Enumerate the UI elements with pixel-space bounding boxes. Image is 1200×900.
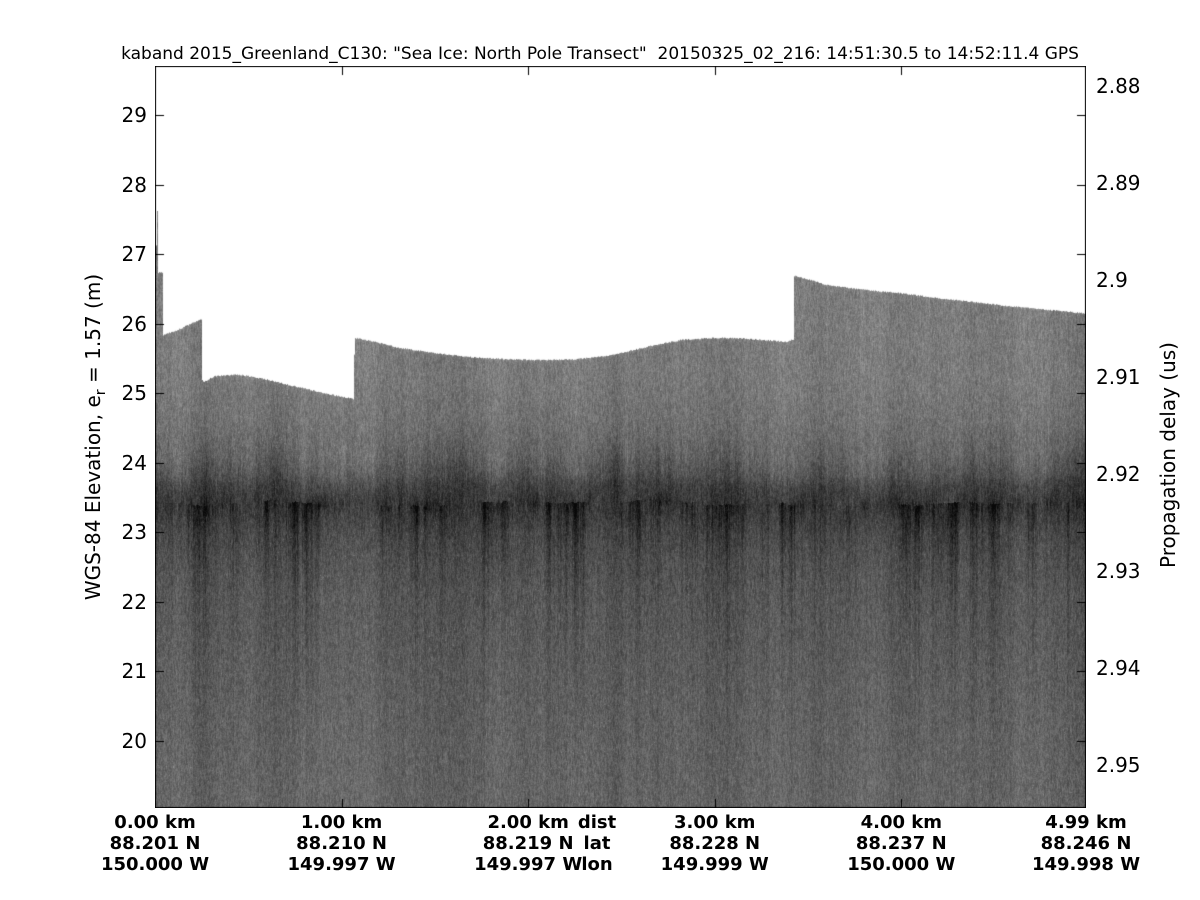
x-tick-column: 3.00 km 88.228 N 149.999 W: [625, 812, 805, 875]
elevation-tick-label: 24: [121, 450, 147, 475]
elevation-tick-label: 28: [121, 172, 147, 197]
elevation-tick-label: 25: [121, 381, 147, 406]
x-tick-column-row: 88.237 N: [855, 832, 947, 854]
x-tick-column-row: 149.997 W: [287, 853, 396, 875]
x-tick-column-row: 88.246 N: [1040, 832, 1132, 854]
x-tick-column: 0.00 km 88.201 N 150.000 W: [65, 812, 245, 875]
x-tick-column-row: 4.00 km: [860, 812, 942, 833]
x-axis-row-legend-row: dist: [577, 812, 617, 833]
x-tick-column-row: 3.00 km: [674, 812, 756, 833]
elevation-tick-label: 21: [121, 659, 147, 684]
x-tick-column-row: 1.00 km: [300, 812, 383, 833]
echogram-canvas: [155, 66, 1086, 808]
delay-tick-label: 2.92: [1096, 462, 1141, 487]
delay-tick-label: 2.93: [1096, 559, 1141, 584]
x-tick-column-row: 150.000 W: [100, 853, 210, 875]
chart-title: kaband 2015_Greenland_C130: "Sea Ice: No…: [121, 44, 1079, 64]
x-tick-column-row: 0.00 km: [114, 812, 196, 833]
delay-tick-label: 2.89: [1096, 170, 1141, 195]
elevation-tick-label: 26: [121, 311, 147, 336]
x-tick-column-row: 149.999 W: [660, 853, 769, 875]
elevation-tick-label: 27: [121, 242, 147, 267]
x-tick-column-row: 4.99 km: [1045, 812, 1127, 833]
x-tick-column-row: 2.00 km: [487, 812, 569, 833]
elevation-tick-label: 22: [121, 589, 147, 614]
echogram-plot-area: [155, 66, 1086, 808]
elevation-tick-label: 23: [121, 520, 147, 545]
delay-tick-label: 2.91: [1096, 364, 1141, 389]
y-axis-label-left-text: WGS-84 Elevation, e: [81, 395, 105, 601]
x-tick-column-row: 150.000 W: [847, 853, 956, 875]
x-tick-column: 2.00 km 88.219 N 149.997 W: [438, 812, 618, 875]
delay-tick-label: 2.95: [1096, 753, 1141, 778]
x-tick-column-row: 88.201 N: [109, 832, 201, 854]
x-tick-column-row: 88.228 N: [669, 832, 761, 854]
delay-tick-label: 2.9: [1096, 267, 1128, 292]
elevation-tick-label: 29: [121, 103, 147, 128]
x-axis-row-legend: dist lat lon: [507, 812, 687, 875]
x-tick-column-row: 88.210 N: [296, 832, 387, 854]
delay-tick-label: 2.88: [1096, 73, 1141, 98]
x-tick-column-row: 88.219 N: [482, 832, 574, 854]
x-tick-column: 1.00 km 88.210 N 149.997 W: [252, 812, 432, 875]
x-tick-column: 4.00 km 88.237 N 150.000 W: [811, 812, 991, 875]
x-axis-row-legend-row: lat: [583, 832, 611, 854]
x-tick-column-row: 149.998 W: [1031, 853, 1141, 875]
x-tick-column-row: 149.997 W: [474, 853, 583, 875]
delay-tick-label: 2.94: [1096, 656, 1141, 681]
elevation-tick-label: 20: [121, 728, 147, 753]
x-tick-column: 4.99 km 88.246 N 149.998 W: [996, 812, 1176, 875]
x-axis-row-legend-row: lon: [581, 853, 613, 875]
